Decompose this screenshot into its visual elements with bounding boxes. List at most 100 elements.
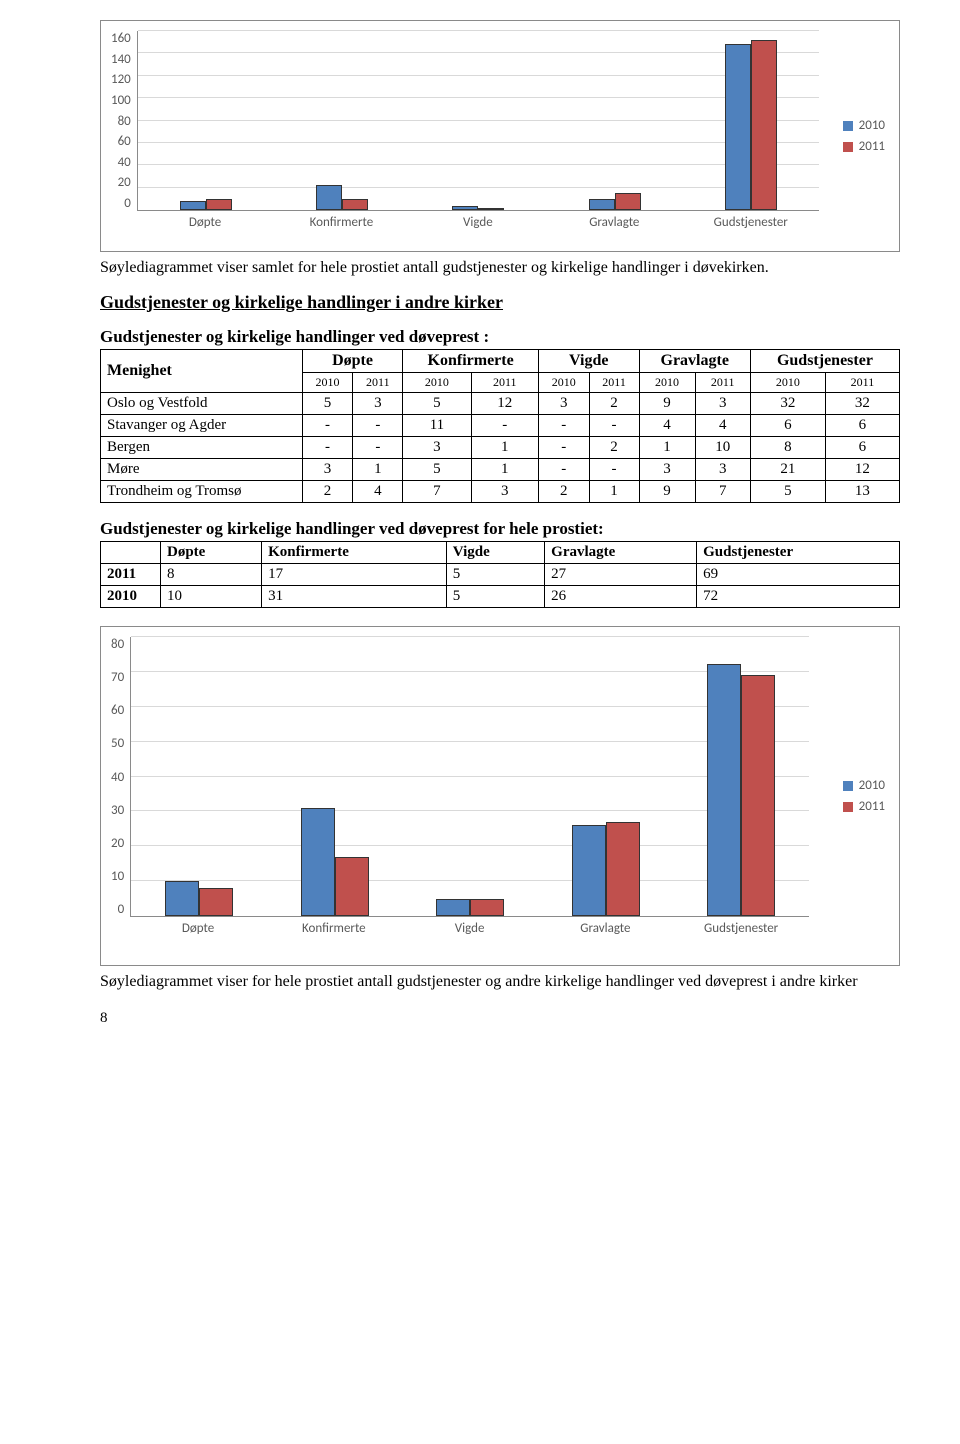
cell: -	[538, 415, 589, 437]
row-header: Oslo og Vestfold	[101, 393, 303, 415]
th-konfirmerte: Konfirmerte	[403, 350, 539, 373]
th-year: 2011	[825, 373, 899, 393]
cell: 1	[589, 481, 639, 503]
cell: 72	[697, 586, 900, 608]
th-year: 2010	[302, 373, 353, 393]
page-number: 8	[100, 1010, 900, 1027]
bar	[470, 899, 504, 917]
legend-label: 2011	[859, 799, 885, 814]
cell: 2	[538, 481, 589, 503]
table-1: Menighet Døpte Konfirmerte Vigde Gravlag…	[100, 349, 900, 503]
bars-row	[138, 31, 819, 210]
cell: 5	[403, 459, 471, 481]
cell: 3	[538, 393, 589, 415]
th-gravlagte: Gravlagte	[639, 350, 750, 373]
th-konfirmerte-2: Konfirmerte	[262, 542, 447, 564]
cell: 10	[161, 586, 262, 608]
x-tick-label: Gudstjenester	[673, 921, 809, 936]
x-tick-label: Konfirmerte	[273, 215, 409, 230]
cell: 26	[545, 586, 697, 608]
bar	[478, 208, 504, 210]
cell: 2	[302, 481, 353, 503]
chart-2-legend: 2010 2011	[843, 772, 885, 820]
bar-group	[725, 40, 777, 210]
bar	[342, 199, 368, 210]
cell: -	[302, 437, 353, 459]
y-tick-label: 30	[111, 803, 124, 818]
table-2-header-row: Døpte Konfirmerte Vigde Gravlagte Gudstj…	[101, 542, 900, 564]
legend-label: 2011	[859, 139, 885, 154]
chart-1-plot-area	[137, 31, 819, 211]
bar	[707, 664, 741, 916]
cell: -	[589, 415, 639, 437]
chart-1-inner: 160140120100806040200 DøpteKonfirmerteVi…	[111, 31, 889, 230]
legend-label: 2010	[859, 778, 885, 793]
table-row: 201181752769	[101, 564, 900, 586]
chart-1-x-labels: DøpteKonfirmerteVigdeGravlagteGudstjenes…	[137, 211, 819, 230]
cell: 9	[639, 393, 695, 415]
bars-row	[131, 637, 809, 916]
cell: 3	[403, 437, 471, 459]
row-header: Møre	[101, 459, 303, 481]
chart-2-inner: 80706050403020100 DøpteKonfirmerteVigdeG…	[111, 637, 889, 936]
row-header: Stavanger og Agder	[101, 415, 303, 437]
section-1-title: Gudstjenester og kirkelige handlinger ve…	[100, 327, 900, 347]
x-tick-label: Konfirmerte	[266, 921, 402, 936]
bar	[615, 193, 641, 210]
y-tick-label: 60	[118, 134, 131, 149]
chart-2-y-axis: 80706050403020100	[111, 637, 130, 917]
cell: 3	[471, 481, 538, 503]
cell: 1	[471, 437, 538, 459]
bar	[452, 206, 478, 211]
bar	[165, 881, 199, 916]
x-tick-label: Døpte	[130, 921, 266, 936]
legend-item-2011: 2011	[843, 139, 885, 154]
table-2: Døpte Konfirmerte Vigde Gravlagte Gudstj…	[100, 541, 900, 608]
cell: 5	[403, 393, 471, 415]
chart-2-frame: 80706050403020100 DøpteKonfirmerteVigdeG…	[100, 626, 900, 966]
bar	[199, 888, 233, 916]
bar	[725, 44, 751, 211]
legend-item-2010: 2010	[843, 118, 885, 133]
cell: 5	[446, 564, 544, 586]
bar	[751, 40, 777, 210]
table-row: Trondheim og Tromsø24732197513	[101, 481, 900, 503]
chart-2-plot-wrap: DøpteKonfirmerteVigdeGravlagteGudstjenes…	[130, 637, 809, 936]
y-tick-label: 10	[111, 869, 124, 884]
cell: 21	[750, 459, 825, 481]
cell: -	[302, 415, 353, 437]
bar-group	[316, 185, 368, 210]
th-year: 2011	[353, 373, 403, 393]
cell: -	[589, 459, 639, 481]
th-vigde-2: Vigde	[446, 542, 544, 564]
cell: 11	[403, 415, 471, 437]
legend-item-2011: 2011	[843, 799, 885, 814]
y-tick-label: 70	[111, 670, 124, 685]
y-tick-label: 40	[111, 770, 124, 785]
bar	[606, 822, 640, 917]
cell: 12	[825, 459, 899, 481]
row-header: Trondheim og Tromsø	[101, 481, 303, 503]
heading-underline: Gudstjenester og kirkelige handlinger i …	[100, 292, 900, 313]
cell: 69	[697, 564, 900, 586]
cell: -	[353, 437, 403, 459]
bar	[316, 185, 342, 210]
bar-group	[180, 199, 232, 210]
cell: 3	[695, 459, 750, 481]
bar	[572, 825, 606, 916]
bar-group	[436, 899, 504, 917]
y-tick-label: 140	[111, 52, 131, 67]
caption-2: Søylediagrammet viser for hele prostiet …	[100, 972, 900, 992]
y-tick-label: 0	[124, 196, 131, 211]
th-gudstjenester: Gudstjenester	[750, 350, 899, 373]
y-tick-label: 0	[118, 902, 125, 917]
cell: 7	[403, 481, 471, 503]
cell: -	[471, 415, 538, 437]
cell: 17	[262, 564, 447, 586]
cell: -	[538, 437, 589, 459]
y-tick-label: 40	[118, 155, 131, 170]
cell: 3	[639, 459, 695, 481]
cell: 8	[750, 437, 825, 459]
y-tick-label: 80	[118, 114, 131, 129]
cell: 32	[825, 393, 899, 415]
